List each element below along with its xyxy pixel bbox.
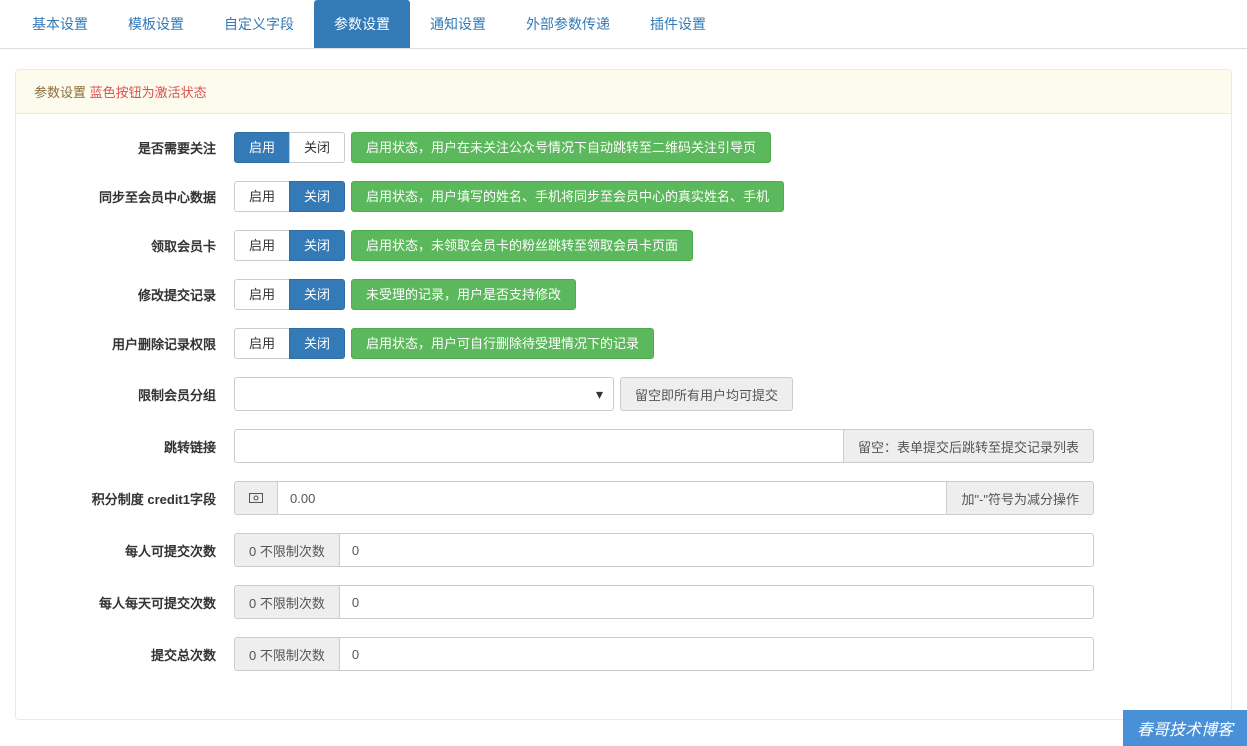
row-toggle-2: 领取会员卡启用关闭启用状态，未领取会员卡的粉丝跳转至领取会员卡页面 <box>34 230 1213 261</box>
row-redirect: 跳转链接 留空：表单提交后跳转至提交记录列表 <box>34 429 1213 463</box>
btn-enable-2[interactable]: 启用 <box>234 230 290 261</box>
label-toggle-0: 是否需要关注 <box>34 138 234 157</box>
label-toggle-2: 领取会员卡 <box>34 236 234 255</box>
label-toggle-3: 修改提交记录 <box>34 285 234 304</box>
btn-enable-4[interactable]: 启用 <box>234 328 290 359</box>
credit-currency-icon <box>234 481 277 515</box>
label-redirect: 跳转链接 <box>34 437 234 456</box>
input-limit-2[interactable] <box>339 637 1094 671</box>
label-toggle-4: 用户删除记录权限 <box>34 334 234 353</box>
row-toggle-3: 修改提交记录启用关闭未受理的记录，用户是否支持修改 <box>34 279 1213 310</box>
row-toggle-1: 同步至会员中心数据启用关闭启用状态，用户填写的姓名、手机将同步至会员中心的真实姓… <box>34 181 1213 212</box>
desc-toggle-1: 启用状态，用户填写的姓名、手机将同步至会员中心的真实姓名、手机 <box>351 181 784 212</box>
label-group-limit: 限制会员分组 <box>34 385 234 404</box>
panel-note: 蓝色按钮为激活状态 <box>90 85 207 100</box>
tab-2[interactable]: 自定义字段 <box>204 0 314 48</box>
btn-disable-0[interactable]: 关闭 <box>289 132 345 163</box>
btn-enable-1[interactable]: 启用 <box>234 181 290 212</box>
row-credit: 积分制度 credit1字段 加"-"符号为减分操作 <box>34 481 1213 515</box>
tabs-nav: 基本设置模板设置自定义字段参数设置通知设置外部参数传递插件设置 <box>0 0 1247 49</box>
input-limit-1[interactable] <box>339 585 1094 619</box>
tab-1[interactable]: 模板设置 <box>108 0 204 48</box>
btn-enable-3[interactable]: 启用 <box>234 279 290 310</box>
desc-toggle-4: 启用状态，用户可自行删除待受理情况下的记录 <box>351 328 654 359</box>
label-limit-1: 每人每天可提交次数 <box>34 593 234 612</box>
row-limit-2: 提交总次数0 不限制次数 <box>34 637 1213 671</box>
row-toggle-0: 是否需要关注启用关闭启用状态，用户在未关注公众号情况下自动跳转至二维码关注引导页 <box>34 132 1213 163</box>
addon-limit-1: 0 不限制次数 <box>234 585 339 619</box>
hint-credit: 加"-"符号为减分操作 <box>947 481 1094 515</box>
tab-5[interactable]: 外部参数传递 <box>506 0 630 48</box>
btn-disable-2[interactable]: 关闭 <box>289 230 345 261</box>
addon-limit-2: 0 不限制次数 <box>234 637 339 671</box>
hint-group-limit: 留空即所有用户均可提交 <box>620 377 793 411</box>
desc-toggle-0: 启用状态，用户在未关注公众号情况下自动跳转至二维码关注引导页 <box>351 132 771 163</box>
watermark: 春哥技术博客 <box>1123 710 1247 746</box>
panel-body: 是否需要关注启用关闭启用状态，用户在未关注公众号情况下自动跳转至二维码关注引导页… <box>16 114 1231 719</box>
label-limit-0: 每人可提交次数 <box>34 541 234 560</box>
select-group-limit[interactable] <box>234 377 614 411</box>
label-toggle-1: 同步至会员中心数据 <box>34 187 234 206</box>
input-redirect[interactable] <box>234 429 844 463</box>
row-group-limit: 限制会员分组 留空即所有用户均可提交 <box>34 377 1213 411</box>
addon-limit-0: 0 不限制次数 <box>234 533 339 567</box>
tab-0[interactable]: 基本设置 <box>12 0 108 48</box>
row-limit-0: 每人可提交次数0 不限制次数 <box>34 533 1213 567</box>
label-credit: 积分制度 credit1字段 <box>34 489 234 508</box>
input-limit-0[interactable] <box>339 533 1094 567</box>
settings-panel: 参数设置 蓝色按钮为激活状态 是否需要关注启用关闭启用状态，用户在未关注公众号情… <box>15 69 1232 720</box>
btn-disable-3[interactable]: 关闭 <box>289 279 345 310</box>
label-limit-2: 提交总次数 <box>34 645 234 664</box>
hint-redirect: 留空：表单提交后跳转至提交记录列表 <box>844 429 1094 463</box>
btn-disable-4[interactable]: 关闭 <box>289 328 345 359</box>
btn-disable-1[interactable]: 关闭 <box>289 181 345 212</box>
panel-title: 参数设置 <box>34 85 86 100</box>
btn-enable-0[interactable]: 启用 <box>234 132 290 163</box>
input-credit[interactable] <box>277 481 947 515</box>
tab-4[interactable]: 通知设置 <box>410 0 506 48</box>
desc-toggle-2: 启用状态，未领取会员卡的粉丝跳转至领取会员卡页面 <box>351 230 693 261</box>
row-limit-1: 每人每天可提交次数0 不限制次数 <box>34 585 1213 619</box>
tab-3[interactable]: 参数设置 <box>314 0 410 48</box>
panel-header: 参数设置 蓝色按钮为激活状态 <box>16 70 1231 114</box>
row-toggle-4: 用户删除记录权限启用关闭启用状态，用户可自行删除待受理情况下的记录 <box>34 328 1213 359</box>
tab-6[interactable]: 插件设置 <box>630 0 726 48</box>
desc-toggle-3: 未受理的记录，用户是否支持修改 <box>351 279 576 310</box>
